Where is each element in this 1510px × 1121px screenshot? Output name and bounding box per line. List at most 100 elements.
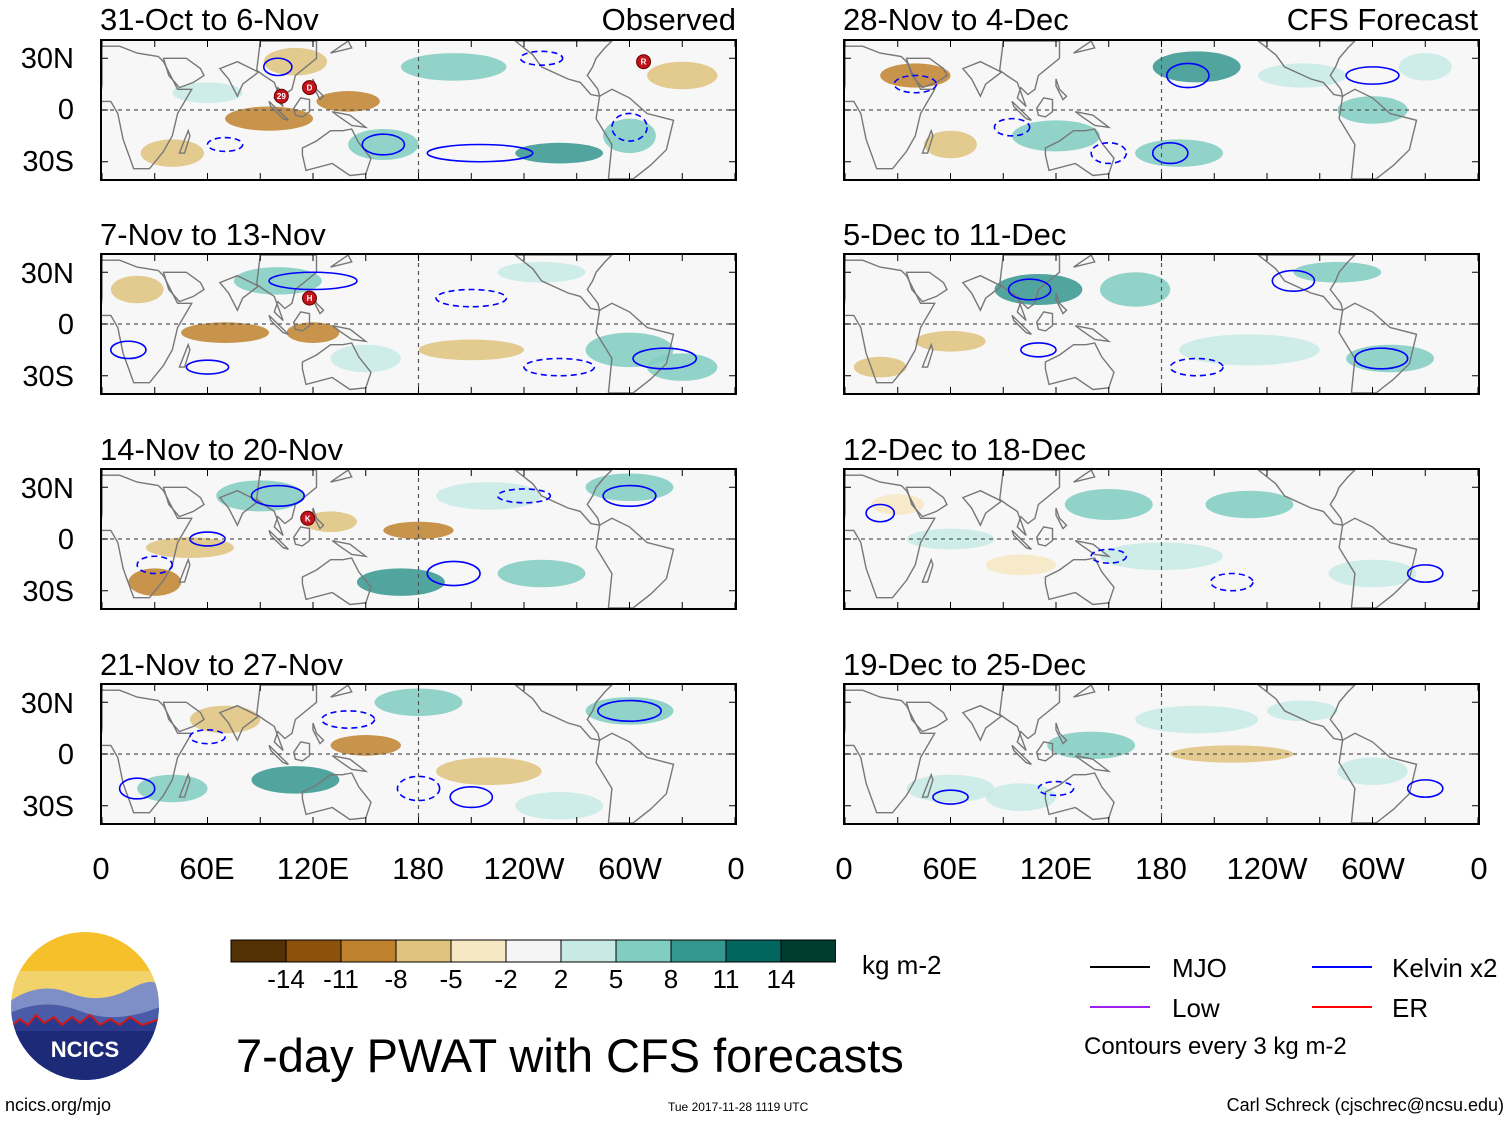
map-canvas [845,470,1478,608]
colorbar-tick-label: 11 [712,964,740,994]
kelvin-contour [519,50,564,66]
map-panel-obs-1: R D 29 [100,39,737,181]
map-canvas: R D 29 [102,41,735,179]
panel-title-fcst-1: 28-Nov to 4-Dec [843,2,1069,37]
coastline [1338,302,1418,393]
map-panel-obs-2: H [100,253,737,395]
coastline [1338,517,1418,608]
colorbar-tick-label: -11 [323,964,359,994]
kelvin-contour [523,357,596,377]
pwat-anomaly-shading [603,118,656,154]
coastline [255,41,318,108]
lon-label-left-120w: 120W [483,851,565,886]
coastline [1035,526,1054,547]
pwat-anomaly-shading [906,774,995,803]
kelvin-contour [1345,66,1400,85]
colorbar-swatch [340,939,397,963]
kelvin-contour [1165,62,1210,89]
kelvin-contour [932,789,969,805]
kelvin-contour [426,560,481,587]
coastline [1073,41,1096,54]
kelvin-contour [435,288,508,308]
kelvin-contour [189,729,226,745]
coastline [514,255,613,312]
kelvin-contour [496,488,552,504]
pwat-anomaly-shading [1337,757,1408,786]
coastline [1257,41,1356,98]
pwat-anomaly-shading [110,275,164,304]
colorbar-tick-label: -2 [494,964,518,994]
coastline [905,57,948,89]
panel-title-fcst-2: 5-Dec to 11-Dec [843,217,1067,252]
coastline [1044,128,1115,177]
lon-label-right-0-end: 0 [1470,851,1488,886]
coastline [595,302,675,393]
coastline [998,470,1061,537]
coastline [998,685,1061,752]
lon-label-right-120w: 120W [1226,851,1308,886]
storm-marker-label: H [307,294,313,303]
pwat-anomaly-shading [316,91,380,112]
pwat-anomaly-shading [585,473,674,502]
colorbar-swatch [670,939,727,963]
map-panel-fcst-2 [843,253,1480,395]
footer-url[interactable]: ncics.org/mjo [5,1095,112,1115]
colorbar-tick-label: 5 [608,964,624,994]
coastline [595,88,675,179]
coastline [514,41,613,98]
kelvin-contour [597,699,662,723]
pwat-anomaly-shading [356,568,445,596]
coastline [905,486,948,518]
coastline [162,271,205,303]
coastline [331,540,369,558]
kelvin-contour [1209,572,1254,592]
colorbar-tick-label: 14 [766,964,796,994]
map-panel-fcst-3 [843,468,1480,610]
pwat-anomaly-shading [436,482,542,510]
kelvin-contour [1169,357,1224,377]
lat-label-30n-3: 30N [20,473,74,505]
panel-title-obs-1: 31-Oct to 6-Nov [100,2,319,37]
colorbar-swatch [450,939,507,963]
coastline [1035,741,1054,762]
coastline [178,772,191,798]
pwat-anomaly-shading [128,568,182,596]
coastline [102,474,193,599]
coastline [330,470,353,483]
storm-marker: K [300,510,316,526]
kelvin-contour [1090,141,1128,165]
kelvin-contour [118,777,156,800]
pwat-anomaly-shading [172,82,243,104]
coastline [1257,470,1356,527]
colorbar-swatch [560,939,617,963]
pwat-anomaly-shading [383,521,454,539]
map-panel-obs-3: K [100,468,737,610]
kelvin-contour [632,347,698,370]
legend-label-er: ER [1392,993,1429,1023]
lon-label-left-180: 180 [392,851,444,886]
coastline [998,41,1061,108]
coastline [178,128,191,154]
colorbar-swatch [615,939,672,963]
kelvin-contour [109,340,147,360]
coastline [312,722,325,745]
lat-label-0-1: 0 [57,94,74,126]
pwat-anomaly-shading [140,139,204,167]
coastline [330,255,353,268]
colorbar-swatch [395,939,452,963]
pwat-anomaly-shading [497,559,586,588]
coastline [268,744,289,765]
coastline [331,755,369,773]
lat-label-0-2: 0 [57,309,74,341]
coastline [1011,744,1032,765]
coastline [218,489,260,527]
coastline [1055,722,1068,745]
coastline [301,128,372,177]
coastline [514,470,613,527]
coastline [998,255,1061,322]
colorbar-swatch [780,939,836,963]
coastline [1044,557,1115,606]
coastline [1011,100,1032,121]
colorbar-tick-label: -14 [267,964,305,994]
colorbar [230,939,836,963]
